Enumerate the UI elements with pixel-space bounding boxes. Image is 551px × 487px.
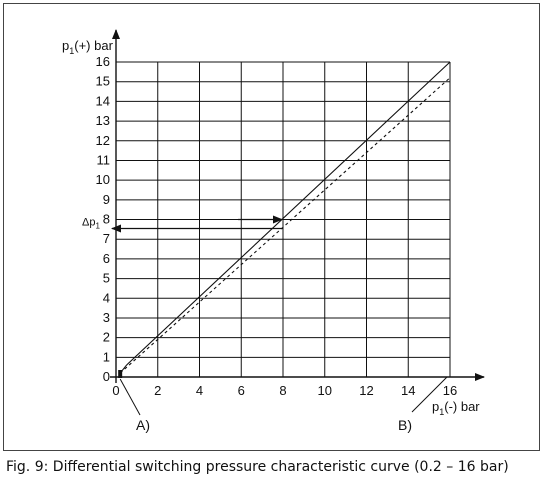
- marker-a-bar: [118, 370, 123, 378]
- x-tick-label: 6: [238, 383, 245, 398]
- x-tick-label: 0: [112, 383, 119, 398]
- figure-caption: Fig. 9: Differential switching pressure …: [6, 459, 509, 475]
- series-line-solid: [119, 61, 451, 374]
- x-axis-label: p1(-) bar: [432, 399, 480, 417]
- marker-b-leader: [411, 376, 448, 413]
- y-tick-label: 0: [103, 369, 110, 384]
- axis-labels: p1(+) bar p1(-) bar: [62, 38, 480, 417]
- x-tick-label: 8: [279, 383, 286, 398]
- series-line-dashed: [119, 77, 451, 374]
- annotations: Δp1 A) B): [82, 215, 448, 433]
- figure-frame: [3, 3, 540, 451]
- y-tick-label: 1: [103, 349, 110, 364]
- y-tick-label: 10: [96, 172, 110, 187]
- y-tick-label: 6: [103, 251, 110, 266]
- x-tick-label: 16: [443, 383, 457, 398]
- y-tick-label: 16: [96, 54, 110, 69]
- y-tick-label: 3: [103, 310, 110, 325]
- y-axis-label: p1(+) bar: [62, 38, 114, 56]
- y-tick-label: 9: [103, 192, 110, 207]
- y-tick-label: 4: [103, 290, 110, 305]
- y-tick-label: 7: [103, 231, 110, 246]
- x-tick-label: 12: [359, 383, 373, 398]
- x-tick-label: 10: [318, 383, 332, 398]
- y-tick-label: 14: [96, 93, 110, 108]
- y-tick-label: 2: [103, 330, 110, 345]
- y-tick-label: 8: [103, 212, 110, 227]
- x-tick-label: 4: [196, 383, 203, 398]
- axes: [110, 29, 485, 383]
- y-tick-label: 15: [96, 74, 110, 89]
- marker-a-label: A): [136, 417, 150, 433]
- delta-label: Δp1: [82, 217, 100, 231]
- marker-b-label: B): [398, 417, 412, 433]
- y-tick-label: 5: [103, 271, 110, 286]
- x-tick-label: 2: [154, 383, 161, 398]
- series: [119, 61, 451, 374]
- x-tick-label: 14: [401, 383, 415, 398]
- y-tick-label: 13: [96, 113, 110, 128]
- y-tick-label: 11: [97, 152, 111, 167]
- y-tick-label: 12: [96, 133, 110, 148]
- marker-a-leader: [119, 378, 141, 416]
